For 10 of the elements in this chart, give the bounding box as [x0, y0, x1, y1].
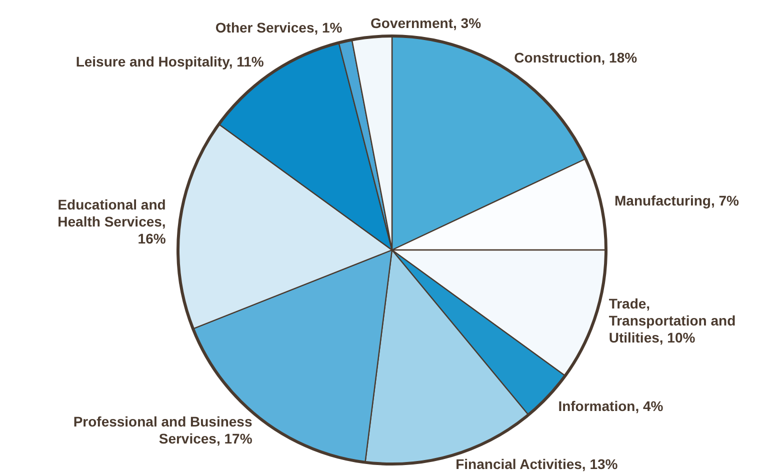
slice-label: Trade, Transportation and Utilities, 10%	[608, 295, 736, 346]
slice-label: Government, 3%	[370, 15, 482, 32]
slice-label: Construction, 18%	[514, 49, 638, 66]
slice-label: Professional and Business Services, 17%	[73, 414, 253, 447]
slice-label: Educational and Health Services, 16%	[58, 196, 166, 246]
slice-label: Financial Activities, 13%	[456, 456, 618, 472]
slice-label: Leisure and Hospitality, 11%	[76, 53, 264, 70]
slice-label: Information, 4%	[558, 398, 664, 414]
slice-label: Manufacturing, 7%	[614, 192, 740, 208]
slice-label: Other Services, 1%	[215, 19, 343, 36]
